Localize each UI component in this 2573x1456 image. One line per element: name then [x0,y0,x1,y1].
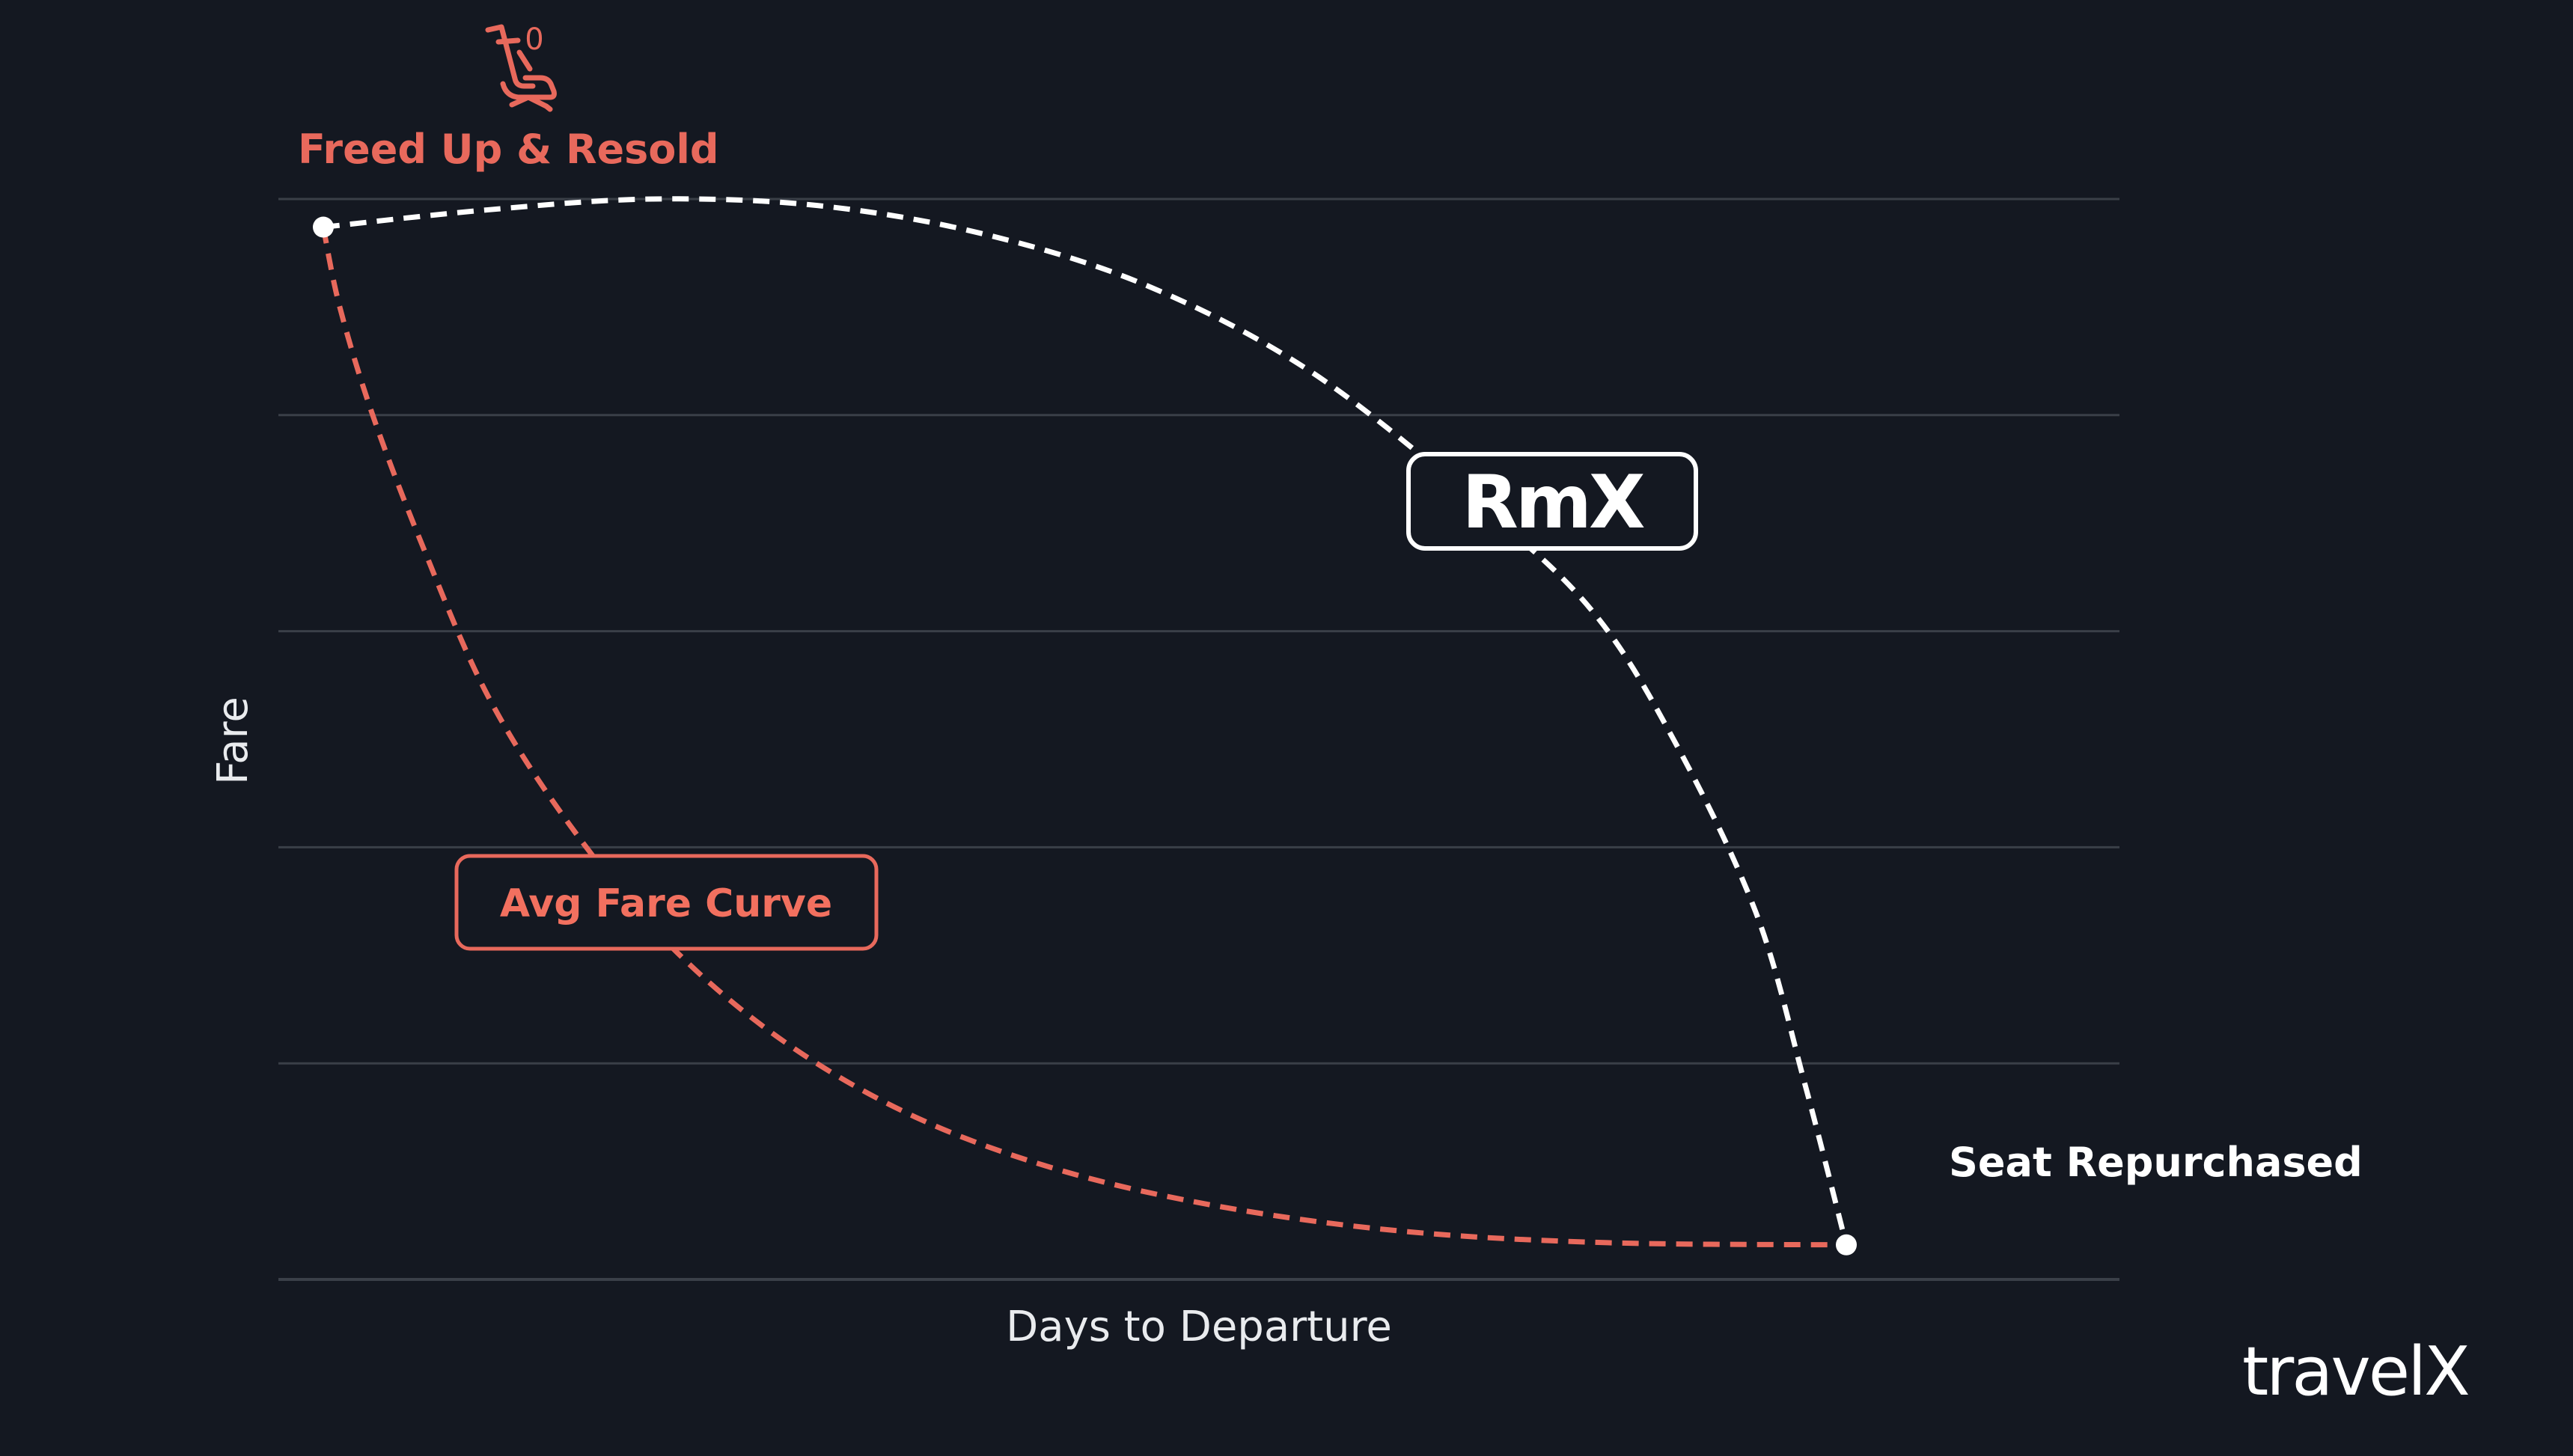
avg-fare-label: Avg Fare Curve [454,854,879,951]
callout-freed-up-resold: Freed Up & Resold [298,126,719,173]
callout-seat-repurchased: Seat Repurchased [1949,1139,2363,1186]
markers [313,216,1857,1255]
rmx-badge-label: RmX [1462,460,1644,545]
travelx-logo: travelX [2242,1333,2470,1411]
seat-badge-count: 0 [525,22,543,57]
end-point-marker [1836,1234,1857,1255]
airline-seat-icon [485,24,557,112]
x-axis-label: Days to Departure [1006,1303,1392,1351]
y-axis-label: Fare [209,697,257,785]
avg-fare-label-text: Avg Fare Curve [500,881,832,926]
gridlines [278,198,2119,1281]
series-line-avg-fare-curve [320,226,1847,1248]
start-point-marker [313,216,334,238]
series-layer [320,196,1849,1248]
travelx-logo-text: travelX [2242,1333,2468,1411]
series-line-rmx [323,196,1849,1246]
rmx-badge: RmX [1406,452,1698,551]
